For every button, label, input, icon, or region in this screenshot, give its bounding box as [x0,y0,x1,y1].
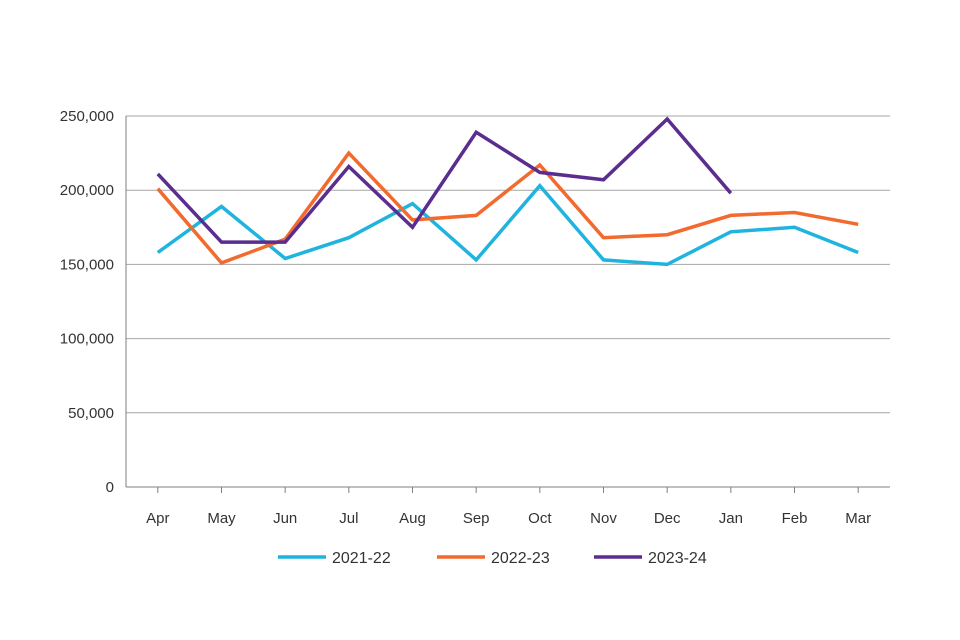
x-tick-label: Mar [845,510,871,527]
gridlines [126,115,890,414]
legend: 2021-22 2022-23 2023-24 [278,550,707,567]
y-tick-label: 250,000 [60,108,114,125]
y-tick-label: 150,000 [60,256,114,273]
x-tick-label: Apr [146,510,169,527]
series-line-2022-23 [156,150,859,265]
x-tick-label: Feb [782,510,808,527]
y-tick-label: 100,000 [60,331,114,348]
x-tick-label: May [207,510,236,527]
y-tick-label: 0 [106,479,114,496]
x-tick-label: Aug [399,510,426,527]
series-lines [156,116,859,267]
legend-label: 2022-23 [491,550,550,567]
y-tick-label: 200,000 [60,182,114,199]
y-tick-label: 50,000 [68,405,114,422]
x-tick-label: Oct [528,510,552,527]
x-tick-label: Dec [654,510,681,527]
x-axis: Apr May Jun Jul Aug Sep Oct Nov Dec Jan Feb Mar [126,486,890,527]
y-axis: 0 50,000 100,000 150,000 200,000 250,000 [60,108,127,496]
x-tick-label: Jan [719,510,743,527]
x-tick-label: Sep [463,510,490,527]
series-line-2023-24 [156,116,733,244]
legend-label: 2021-22 [332,550,391,567]
x-tick-label: Jul [339,510,358,527]
x-tick-label: Jun [273,510,297,527]
legend-label: 2023-24 [648,550,707,567]
x-tick-label: Nov [590,510,617,527]
series-line-2021-22 [156,183,859,267]
